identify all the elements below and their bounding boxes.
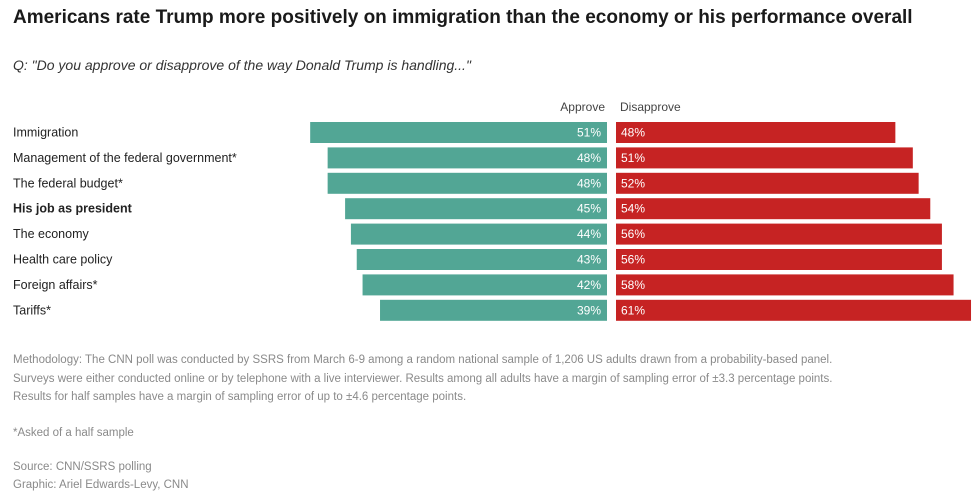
disapprove-value-label: 58% bbox=[621, 278, 645, 292]
approve-value-label: 45% bbox=[577, 202, 601, 216]
methodology-line: Surveys were either conducted online or … bbox=[13, 372, 833, 385]
approve-value-label: 42% bbox=[577, 278, 601, 292]
approve-bar bbox=[356, 249, 607, 270]
approve-bar bbox=[362, 274, 607, 296]
methodology-line: Results for half samples have a margin o… bbox=[13, 391, 467, 403]
category-label: His job as president bbox=[13, 202, 133, 216]
disapprove-bar bbox=[616, 249, 942, 270]
legend-disapprove: Disapprove bbox=[620, 100, 681, 114]
approve-value-label: 51% bbox=[577, 126, 601, 140]
chart-title: Americans rate Trump more positively on … bbox=[13, 7, 913, 28]
approve-bar bbox=[327, 172, 607, 194]
disapprove-value-label: 52% bbox=[621, 176, 645, 190]
category-label: The economy bbox=[13, 227, 89, 241]
approve-value-label: 43% bbox=[577, 253, 601, 267]
disapprove-bar bbox=[616, 122, 896, 143]
approve-bar bbox=[350, 223, 607, 245]
approve-bar bbox=[345, 198, 607, 220]
legend-approve: Approve bbox=[560, 100, 605, 114]
category-label: The federal budget* bbox=[13, 176, 123, 190]
approve-bar bbox=[327, 147, 607, 169]
approve-value-label: 48% bbox=[577, 151, 601, 165]
category-label: Foreign affairs* bbox=[13, 278, 98, 292]
disapprove-value-label: 61% bbox=[621, 303, 645, 317]
chart-subtitle: Q: "Do you approve or disapprove of the … bbox=[13, 57, 471, 73]
methodology-line: Methodology: The CNN poll was conducted … bbox=[13, 354, 833, 366]
approve-bar bbox=[310, 122, 607, 143]
disapprove-bar bbox=[616, 198, 931, 220]
disapprove-value-label: 48% bbox=[621, 126, 645, 140]
graphic-credit: Graphic: Ariel Edwards-Levy, CNN bbox=[13, 479, 189, 491]
source-credit: Source: CNN/SSRS polling bbox=[13, 461, 152, 473]
approve-value-label: 48% bbox=[577, 176, 601, 190]
disapprove-bar bbox=[616, 299, 972, 321]
disapprove-value-label: 51% bbox=[621, 151, 645, 165]
disapprove-value-label: 54% bbox=[621, 202, 645, 216]
disapprove-bar bbox=[616, 147, 913, 169]
disapprove-bar bbox=[616, 274, 954, 296]
category-label: Management of the federal government* bbox=[13, 151, 237, 165]
approve-bar bbox=[380, 299, 607, 321]
disapprove-bar bbox=[616, 172, 919, 194]
half-sample-note: *Asked of a half sample bbox=[13, 427, 134, 439]
approve-value-label: 44% bbox=[577, 227, 601, 241]
category-label: Immigration bbox=[13, 126, 78, 140]
methodology-note: Methodology: The CNN poll was conducted … bbox=[13, 351, 832, 407]
category-label: Tariffs* bbox=[13, 303, 51, 317]
approve-value-label: 39% bbox=[577, 303, 601, 317]
diverging-bar-chart: Approve Disapprove Immigration 51% 48% Manage… bbox=[13, 100, 972, 321]
disapprove-bar bbox=[616, 223, 942, 245]
disapprove-value-label: 56% bbox=[621, 227, 645, 241]
disapprove-value-label: 56% bbox=[621, 253, 645, 267]
category-label: Health care policy bbox=[13, 253, 113, 267]
